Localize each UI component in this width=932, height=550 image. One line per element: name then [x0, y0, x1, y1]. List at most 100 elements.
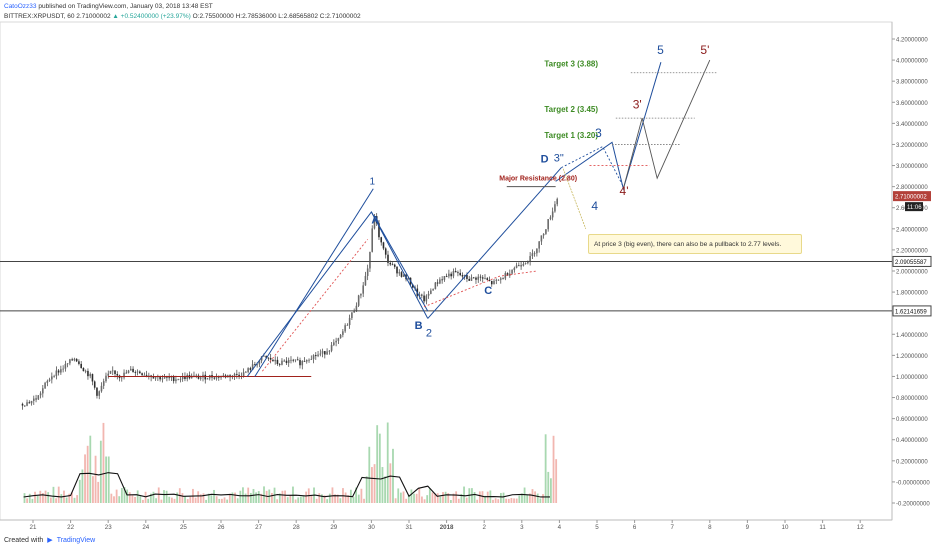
- volume-bar: [465, 497, 468, 503]
- volume-bar: [34, 491, 36, 503]
- wave-label: 3: [595, 126, 602, 140]
- candle-body: [486, 278, 489, 280]
- volume-bar: [505, 498, 508, 503]
- time-badge-label: 11:06: [907, 205, 922, 211]
- volume-bar: [42, 493, 44, 503]
- candle-body: [398, 272, 401, 274]
- volume-bar: [152, 491, 155, 503]
- y-tick-label: 3.80000000: [896, 80, 928, 86]
- candle-body: [509, 273, 511, 276]
- candle-body: [454, 271, 457, 273]
- target-label: Major Resistance (2.80): [499, 175, 577, 182]
- wave-label: 4: [591, 199, 598, 213]
- candle-body: [96, 387, 98, 396]
- x-tick-label: 23: [105, 524, 112, 531]
- candle-body: [344, 325, 346, 332]
- y-tick-label: -0.00000000: [896, 480, 930, 486]
- candle-body: [493, 280, 495, 285]
- volume-bar: [113, 496, 115, 503]
- candle-body: [23, 405, 26, 407]
- volume-bar: [226, 499, 229, 503]
- volume-bar: [323, 495, 326, 503]
- candle-body: [107, 373, 110, 376]
- volume-bar: [28, 493, 31, 503]
- volume-bar: [336, 494, 339, 503]
- y-tick-label: 3.20000000: [896, 143, 928, 149]
- volume-bar: [228, 493, 231, 503]
- candle-body: [283, 360, 286, 362]
- y-tick-label: 1.40000000: [896, 333, 928, 339]
- volume-bar: [76, 495, 79, 503]
- candle-body: [393, 264, 396, 267]
- x-tick-label: 5: [595, 524, 599, 531]
- volume-bar: [297, 497, 300, 503]
- candle-body: [554, 204, 556, 212]
- last-price: 2.71000002: [76, 13, 111, 20]
- candle-body: [549, 217, 552, 220]
- candle-body: [82, 367, 85, 372]
- candle-body: [425, 295, 428, 302]
- candle-body: [57, 370, 60, 373]
- volume-bar: [223, 497, 226, 503]
- symbol-label[interactable]: BITTREX:XRPUSDT, 60: [4, 13, 75, 20]
- candle-body: [321, 351, 324, 354]
- y-tick-label: 4.20000000: [896, 38, 928, 44]
- volume-bar: [389, 463, 392, 503]
- volume-bar: [131, 495, 134, 503]
- x-tick-label: 2018: [440, 524, 454, 531]
- volume-bar: [407, 494, 410, 503]
- volume-bar: [463, 486, 465, 503]
- candle-body: [461, 275, 464, 277]
- candle-body: [204, 374, 207, 380]
- volume-bar: [78, 479, 81, 503]
- candle-body: [161, 378, 164, 380]
- level-badge: [892, 305, 932, 317]
- volume-bar: [328, 493, 331, 503]
- plot-area: [0, 21, 893, 521]
- volume-bar: [431, 492, 434, 503]
- candle-body: [292, 359, 295, 361]
- volume-bar: [289, 495, 292, 503]
- tradingview-logo-icon[interactable]: ▶: [47, 537, 53, 544]
- candle-body: [134, 372, 137, 373]
- volume-bar: [257, 491, 260, 503]
- volume-bar: [436, 493, 439, 503]
- volume-bar: [536, 493, 539, 503]
- candle-body: [536, 248, 538, 254]
- volume-bar: [221, 498, 223, 503]
- volume-bar: [492, 499, 494, 503]
- candle-body: [247, 368, 249, 372]
- candle-body: [80, 363, 82, 368]
- volume-bar: [421, 496, 423, 503]
- candle-body: [421, 294, 423, 296]
- author-name[interactable]: CatoOzz33: [4, 3, 37, 10]
- volume-bar: [499, 493, 502, 503]
- candle-body: [102, 381, 105, 386]
- volume-bar: [397, 488, 400, 503]
- candle-body: [281, 360, 283, 365]
- volume-bar: [299, 496, 302, 503]
- candle-body: [120, 377, 123, 379]
- volume-bar: [194, 497, 197, 503]
- volume-bar: [452, 493, 455, 503]
- volume-bar: [544, 434, 547, 503]
- x-tick-label: 8: [708, 524, 712, 531]
- volume-bar: [455, 491, 458, 503]
- candle-body: [186, 375, 189, 379]
- candle-body: [305, 359, 308, 362]
- x-tick-label: 9: [746, 524, 750, 531]
- candle-body: [533, 253, 536, 255]
- volume-bar: [449, 499, 452, 503]
- candle-body: [427, 293, 430, 296]
- volume-bar: [418, 487, 421, 503]
- candle-body: [457, 272, 459, 274]
- candle-body: [197, 375, 200, 379]
- candle-body: [315, 355, 317, 357]
- tradingview-brand[interactable]: TradingView: [56, 536, 96, 544]
- x-tick-label: 22: [67, 524, 74, 531]
- candle-body: [353, 310, 355, 313]
- volume-bar: [118, 496, 121, 503]
- price-badge-label: 2.71000002: [895, 195, 927, 201]
- volume-bar: [81, 469, 84, 503]
